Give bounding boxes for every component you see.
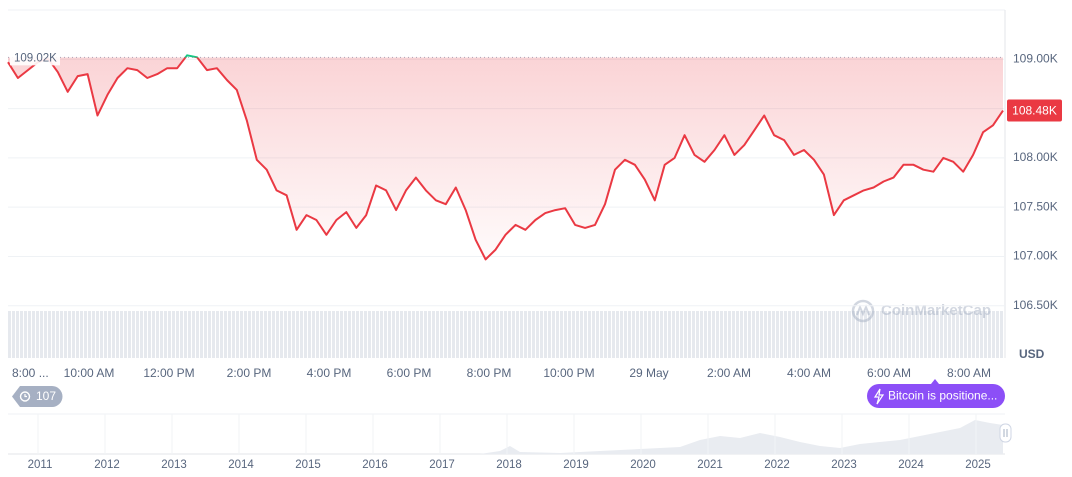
y-tick-label: 107.00K — [1013, 249, 1058, 263]
reference-label: 109.02K — [14, 52, 57, 64]
news-pill[interactable]: Bitcoin is positione... — [867, 379, 1005, 408]
x-tick-label: 4:00 PM — [307, 366, 352, 380]
watermark-text: CoinMarketCap — [881, 302, 991, 319]
navigator-year: 2025 — [965, 459, 991, 471]
x-tick-label: 4:00 AM — [787, 366, 831, 380]
y-tick-label: 109.00K — [1013, 51, 1058, 65]
y-tick-label: 106.50K — [1013, 298, 1058, 312]
x-tick-label: 29 May — [629, 366, 668, 380]
navigator-year: 2015 — [295, 459, 321, 471]
navigator-year: 2022 — [764, 459, 790, 471]
navigator-year: 2021 — [697, 459, 723, 471]
price-line — [7, 54, 1004, 261]
x-tick-label: 10:00 PM — [543, 366, 594, 380]
navigator-year: 2020 — [630, 459, 656, 471]
x-tick-label: 8:00 ... — [12, 366, 49, 380]
navigator-year: 2019 — [563, 459, 589, 471]
price-area — [8, 57, 1003, 260]
x-tick-label: 10:00 AM — [64, 366, 115, 380]
x-tick-label: 12:00 PM — [143, 366, 194, 380]
y-unit: USD — [1019, 347, 1045, 361]
news-label: Bitcoin is positione... — [888, 389, 997, 403]
navigator-year: 2011 — [28, 459, 53, 471]
navigator-year: 2023 — [831, 459, 857, 471]
navigator-year: 2016 — [362, 459, 388, 471]
x-tick-label: 8:00 PM — [467, 366, 512, 380]
x-tick-label: 6:00 AM — [867, 366, 911, 380]
navigator-year: 2024 — [898, 459, 924, 471]
current-price-label: 108.48K — [1012, 104, 1057, 118]
navigator-year: 2013 — [161, 459, 187, 471]
x-tick-label: 6:00 PM — [387, 366, 432, 380]
navigator-year: 2017 — [429, 459, 455, 471]
x-tick-label: 2:00 AM — [707, 366, 751, 380]
volume-bars — [8, 311, 1003, 358]
current-price-tag — [1007, 99, 1062, 122]
y-tick-label: 108.00K — [1013, 150, 1058, 164]
navigator-year: 2014 — [228, 459, 254, 471]
x-tick-label: 2:00 PM — [227, 366, 272, 380]
events-count: 107 — [36, 389, 56, 403]
y-tick-label: 107.50K — [1013, 199, 1058, 213]
reference-label-bg — [10, 49, 60, 66]
x-tick-label: 8:00 AM — [947, 366, 991, 380]
navigator — [8, 413, 1012, 455]
events-badge[interactable]: 107 — [12, 386, 63, 407]
navigator-year: 2018 — [496, 459, 522, 471]
navigator-year: 2012 — [94, 459, 120, 471]
